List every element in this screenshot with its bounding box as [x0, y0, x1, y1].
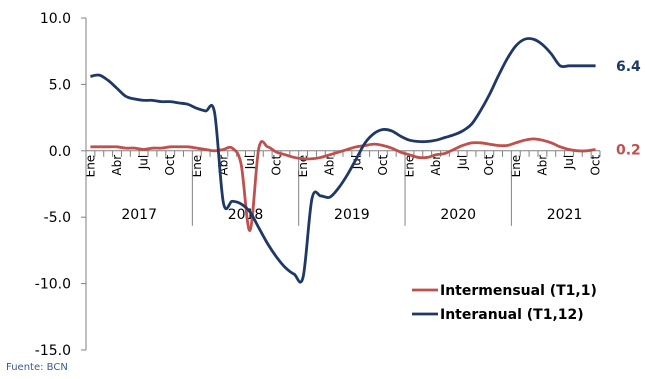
x-month-label: Ene	[83, 155, 97, 178]
y-tick-label: -5.0	[44, 210, 71, 226]
x-month-label: Jul	[137, 155, 151, 170]
y-tick-label: 5.0	[49, 77, 71, 93]
x-month-label: Ene	[402, 155, 416, 178]
x-month-label: Oct	[589, 155, 603, 176]
legend-label: Interanual (T1,12)	[440, 307, 584, 323]
x-month-label: Abr	[535, 155, 549, 176]
x-month-label: Abr	[323, 155, 337, 176]
x-year-label: 2020	[440, 207, 476, 223]
x-month-label: Jul	[456, 155, 470, 170]
y-tick-label: 10.0	[40, 11, 71, 27]
x-year-label: 2017	[121, 207, 157, 223]
y-axis: 10.0 5.0 0.0 -5.0 -10.0 -15.0	[35, 11, 87, 359]
x-month-label: Abr	[110, 155, 124, 176]
x-month-label: Jul	[562, 155, 576, 170]
series-lines: 0.2 6.4	[90, 37, 641, 284]
series-line-2	[90, 37, 596, 284]
x-month-label: Ene	[296, 155, 310, 178]
series-line-1	[90, 137, 596, 232]
x-month-label: Oct	[376, 155, 390, 176]
y-tick-label: -10.0	[35, 277, 71, 293]
x-month-label: Oct	[482, 155, 496, 176]
legend: Intermensual (T1,1) Interanual (T1,12)	[412, 283, 597, 323]
y-tick-label: -15.0	[35, 343, 71, 359]
x-month-label: Jul	[243, 155, 257, 170]
x-month-label: Oct	[163, 155, 177, 176]
x-month-label: Abr	[429, 155, 443, 176]
x-year-label: 2019	[334, 207, 370, 223]
x-month-label: Ene	[509, 155, 523, 178]
end-value-label: 6.4	[616, 59, 641, 75]
y-tick-label: 0.0	[49, 144, 71, 160]
x-month-label: Ene	[190, 155, 204, 178]
end-value-label: 0.2	[616, 142, 641, 158]
x-month-label: Oct	[270, 155, 284, 176]
x-axis: Ene Abr Jul Oct Ene Abr Jul Oct Ene Abr Jul Oct Ene A…	[83, 150, 603, 226]
legend-label: Intermensual (T1,1)	[440, 283, 597, 299]
source-note: Fuente: BCN	[6, 362, 68, 373]
x-year-label: 2021	[547, 207, 583, 223]
